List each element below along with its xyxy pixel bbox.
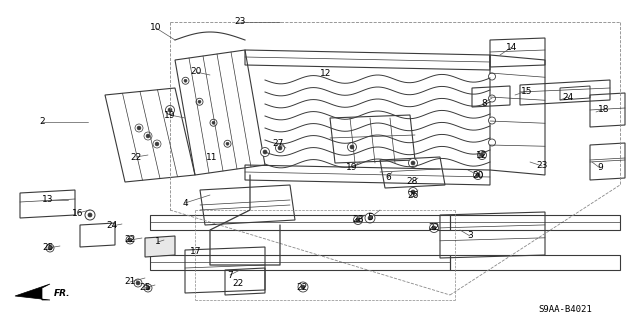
Circle shape: [155, 142, 159, 146]
Circle shape: [198, 100, 201, 103]
Circle shape: [136, 281, 140, 285]
Circle shape: [278, 146, 282, 150]
Circle shape: [166, 106, 175, 115]
Circle shape: [128, 238, 132, 242]
Text: 28: 28: [352, 216, 364, 225]
Circle shape: [168, 108, 172, 112]
Circle shape: [488, 139, 495, 146]
Circle shape: [260, 147, 269, 157]
Text: 26: 26: [407, 190, 419, 199]
Text: 24: 24: [106, 221, 118, 231]
Circle shape: [46, 244, 54, 252]
Circle shape: [126, 236, 134, 244]
Circle shape: [184, 79, 187, 82]
Text: 6: 6: [385, 174, 391, 182]
Text: 4: 4: [182, 198, 188, 207]
Text: 17: 17: [190, 248, 202, 256]
Text: 22: 22: [232, 278, 244, 287]
Text: 28: 28: [406, 177, 418, 187]
Circle shape: [144, 132, 152, 140]
Circle shape: [301, 285, 305, 289]
Circle shape: [368, 216, 372, 220]
Circle shape: [353, 216, 362, 225]
Text: 15: 15: [521, 86, 532, 95]
Circle shape: [348, 143, 356, 152]
Text: 27: 27: [272, 138, 284, 147]
Circle shape: [275, 144, 285, 152]
Text: 25: 25: [42, 243, 54, 253]
Circle shape: [263, 150, 267, 154]
Text: 14: 14: [506, 42, 518, 51]
Circle shape: [88, 213, 92, 217]
Circle shape: [488, 73, 495, 80]
Text: 13: 13: [42, 196, 54, 204]
Text: 5: 5: [367, 213, 373, 222]
Text: 20: 20: [472, 170, 484, 180]
Text: S9AA-B4021: S9AA-B4021: [538, 306, 592, 315]
Text: 21: 21: [124, 278, 136, 286]
Circle shape: [480, 153, 484, 157]
Text: 23: 23: [234, 18, 246, 26]
Circle shape: [196, 98, 203, 105]
Circle shape: [182, 77, 189, 84]
Text: 18: 18: [598, 105, 610, 114]
Circle shape: [432, 226, 436, 230]
Circle shape: [476, 173, 480, 177]
Circle shape: [411, 161, 415, 165]
Text: 19: 19: [164, 110, 176, 120]
Text: 12: 12: [320, 69, 332, 78]
Circle shape: [226, 142, 229, 145]
Text: FR.: FR.: [54, 288, 70, 298]
Text: 1: 1: [155, 238, 161, 247]
Circle shape: [224, 140, 231, 147]
Circle shape: [488, 117, 495, 124]
Text: 22: 22: [296, 283, 308, 292]
Polygon shape: [145, 236, 175, 257]
Text: 25: 25: [140, 284, 150, 293]
Circle shape: [153, 140, 161, 148]
Circle shape: [48, 246, 52, 250]
Text: 10: 10: [150, 24, 162, 33]
Polygon shape: [15, 284, 50, 300]
Text: 7: 7: [227, 271, 233, 279]
Circle shape: [365, 213, 375, 223]
Text: 22: 22: [428, 224, 440, 233]
Circle shape: [137, 126, 141, 130]
Text: 2: 2: [39, 117, 45, 127]
Circle shape: [212, 121, 215, 124]
Circle shape: [429, 224, 438, 233]
Text: 12: 12: [476, 151, 488, 160]
Circle shape: [408, 159, 417, 167]
Circle shape: [210, 119, 217, 126]
Circle shape: [356, 218, 360, 222]
Text: 16: 16: [72, 209, 84, 218]
Circle shape: [298, 282, 308, 292]
Circle shape: [477, 151, 486, 160]
Circle shape: [146, 286, 150, 290]
Circle shape: [488, 95, 495, 102]
Text: 20: 20: [190, 68, 202, 77]
Circle shape: [85, 210, 95, 220]
Circle shape: [135, 124, 143, 132]
Circle shape: [411, 190, 415, 194]
Text: 11: 11: [206, 153, 218, 162]
Text: 22: 22: [124, 235, 136, 244]
Circle shape: [474, 170, 483, 180]
Text: 19: 19: [346, 162, 358, 172]
Circle shape: [408, 188, 417, 197]
Text: 9: 9: [597, 164, 603, 173]
Text: 8: 8: [481, 99, 487, 108]
Circle shape: [350, 145, 354, 149]
Circle shape: [146, 134, 150, 138]
Text: 23: 23: [536, 161, 548, 170]
Text: 22: 22: [131, 152, 141, 161]
Circle shape: [134, 279, 142, 287]
Text: 24: 24: [563, 93, 573, 101]
Circle shape: [144, 284, 152, 292]
Text: 3: 3: [467, 232, 473, 241]
